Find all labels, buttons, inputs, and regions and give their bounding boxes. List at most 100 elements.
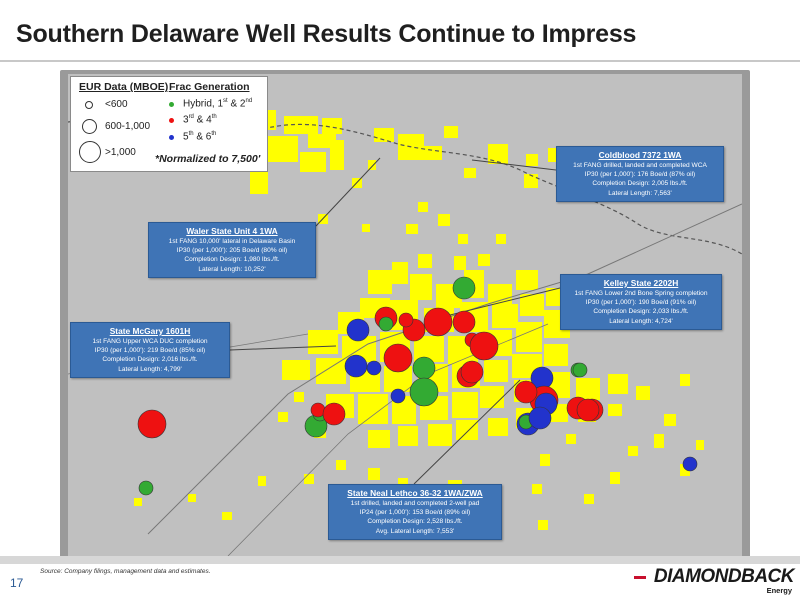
callout-line: Lateral Length: 10,252'	[198, 265, 266, 273]
callout-line: Lateral Length: 4,799'	[118, 365, 182, 373]
acreage-tract	[418, 254, 432, 268]
gen34-dot-icon	[169, 118, 174, 123]
acreage-tract	[308, 330, 338, 354]
acreage-tract	[278, 412, 288, 422]
acreage-tract	[654, 434, 664, 448]
well-marker	[322, 402, 346, 426]
legend-eur-medium: 600-1,000	[105, 121, 151, 132]
hybrid-dot-icon	[169, 102, 174, 107]
acreage-tract	[282, 360, 310, 380]
well-marker	[528, 406, 552, 430]
company-logo: DIAMONDBACK Energy	[634, 566, 795, 595]
well-marker	[572, 362, 588, 378]
acreage-tract	[222, 512, 232, 520]
acreage-tract	[480, 386, 504, 408]
legend-eur-header: EUR Data (MBOE)	[79, 81, 169, 93]
acreage-tract	[368, 270, 392, 294]
callout-line: IP30 (per 1,000'): 219 Boe/d (85% oil)	[94, 347, 206, 355]
well-marker	[366, 360, 382, 376]
callout-line: 1st FANG 10,000' lateral in Delaware Bas…	[168, 238, 296, 245]
eur-large-ring-icon	[79, 141, 101, 163]
callout-mcgary: State McGary 1601H 1st FANG Upper WCA DU…	[70, 322, 230, 378]
callout-line: 1st FANG Upper WCA DUC completion	[92, 338, 208, 345]
acreage-tract	[464, 168, 476, 178]
acreage-tract	[300, 152, 326, 172]
callout-line: Completion Design: 2,016 lbs./ft.	[102, 356, 198, 364]
acreage-tract	[484, 360, 508, 382]
well-marker	[682, 456, 698, 472]
acreage-tract	[696, 440, 704, 450]
acreage-tract	[374, 128, 394, 142]
acreage-tract	[492, 304, 518, 328]
acreage-tract	[628, 446, 638, 456]
acreage-tract	[336, 460, 346, 470]
footer-bar	[0, 556, 800, 564]
acreage-tract	[454, 256, 466, 270]
callout-coldblood-title: Coldblood 7372 1WA	[598, 150, 682, 160]
acreage-tract	[418, 202, 428, 212]
well-marker	[390, 388, 406, 404]
well-marker	[383, 343, 413, 373]
logo-subtitle: Energy	[766, 586, 792, 595]
callout-lethco-title: State Neal Lethco 36-32 1WA/ZWA	[347, 488, 483, 498]
callout-line: IP30 (per 1,000'): 176 Boe/d (87% oil)	[584, 171, 696, 179]
legend-eur-small: <600	[105, 99, 128, 110]
acreage-tract	[308, 134, 336, 148]
legend-frac-3-4: 3rd & 4th	[183, 114, 217, 126]
callout-lethco: State Neal Lethco 36-32 1WA/ZWA 1st dril…	[328, 484, 502, 540]
acreage-tract	[458, 234, 468, 244]
well-marker	[423, 307, 453, 337]
callout-kelley-title: Kelley State 2202H	[603, 278, 679, 288]
acreage-tract	[368, 468, 380, 480]
map-legend: EUR Data (MBOE) Frac Generation <600 600…	[70, 76, 268, 172]
acreage-tract	[538, 520, 548, 530]
acreage-tract	[134, 498, 142, 506]
acreage-tract	[636, 386, 650, 400]
acreage-tract	[322, 118, 342, 134]
callout-line: Avg. Lateral Length: 7,553'	[375, 527, 455, 535]
well-marker	[576, 398, 600, 422]
callout-waler: Waler State Unit 4 1WA 1st FANG 10,000' …	[148, 222, 316, 278]
callout-leader-line	[315, 157, 381, 227]
acreage-tract	[566, 434, 576, 444]
callout-line: IP24 (per 1,000'): 153 Boe/d (89% oil)	[359, 509, 471, 517]
acreage-tract	[488, 418, 508, 436]
acreage-tract	[452, 392, 478, 418]
acreage-tract	[424, 146, 442, 160]
acreage-tract	[608, 374, 628, 394]
acreage-tract	[362, 224, 370, 232]
acreage-tract	[304, 474, 314, 484]
callout-leader-line	[471, 159, 557, 171]
well-marker	[452, 310, 476, 334]
logo-accent-bar	[634, 576, 646, 579]
acreage-tract	[680, 374, 690, 386]
legend-normalized-note: *Normalized to 7,500'	[155, 153, 261, 165]
callout-line: 1st FANG Lower 2nd Bone Spring completio…	[574, 290, 708, 297]
acreage-tract	[576, 378, 600, 400]
acreage-tract	[414, 336, 444, 362]
acreage-tract	[496, 234, 506, 244]
well-marker	[469, 331, 499, 361]
acreage-tract	[584, 494, 594, 504]
acreage-tract	[516, 322, 542, 352]
acreage-tract	[368, 430, 390, 448]
callout-line: 1st FANG drilled, landed and completed W…	[573, 162, 707, 169]
callout-line: Lateral Length: 7,563'	[608, 189, 672, 197]
acreage-tract	[608, 404, 622, 416]
page-number: 17	[10, 576, 24, 590]
acreage-tract	[410, 274, 432, 300]
acreage-tract	[392, 262, 408, 284]
callout-waler-title: Waler State Unit 4 1WA	[186, 226, 278, 236]
well-marker	[460, 360, 484, 384]
page-title: Southern Delaware Well Results Continue …	[16, 20, 637, 48]
callout-kelley: Kelley State 2202H 1st FANG Lower 2nd Bo…	[560, 274, 722, 330]
well-marker	[378, 316, 394, 332]
callout-line: Completion Design: 1,980 lbs./ft.	[184, 256, 280, 264]
well-marker	[452, 276, 476, 300]
acreage-tract	[398, 426, 418, 446]
eur-small-ring-icon	[85, 101, 93, 109]
well-marker	[138, 480, 154, 496]
callout-coldblood: Coldblood 7372 1WA 1st FANG drilled, lan…	[556, 146, 724, 202]
acreage-tract	[520, 294, 544, 316]
acreage-tract	[544, 344, 568, 366]
